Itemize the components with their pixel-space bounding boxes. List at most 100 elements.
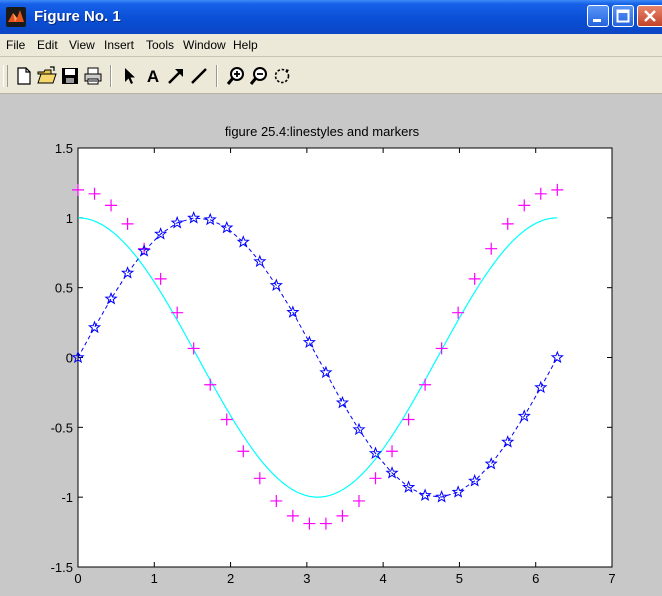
menu-tools[interactable]: Tools bbox=[146, 38, 175, 52]
plus-marker bbox=[237, 445, 250, 458]
plus-marker bbox=[501, 217, 514, 230]
plot-area[interactable]: figure 25.4:linestyles and markers 0 1 2 3 4… bbox=[0, 94, 662, 596]
print-icon[interactable] bbox=[83, 66, 103, 86]
open-folder-icon[interactable] bbox=[37, 66, 57, 86]
star-marker bbox=[401, 480, 416, 493]
arrow-icon[interactable] bbox=[166, 66, 186, 86]
plus-marker bbox=[336, 509, 349, 522]
star-marker bbox=[517, 409, 531, 422]
star-marker bbox=[170, 215, 184, 229]
star-marker bbox=[253, 254, 267, 268]
toolbar-grip[interactable] bbox=[3, 65, 8, 87]
star-marker bbox=[71, 350, 85, 364]
line-icon[interactable] bbox=[189, 66, 209, 86]
plus-marker bbox=[72, 183, 84, 196]
svg-text:A: A bbox=[147, 67, 159, 86]
save-icon[interactable] bbox=[60, 66, 80, 86]
star-marker bbox=[468, 474, 482, 487]
rotate-icon[interactable] bbox=[272, 66, 292, 86]
menu-file[interactable]: File bbox=[6, 38, 26, 52]
plus-marker bbox=[402, 413, 415, 426]
star-marker bbox=[534, 380, 548, 394]
plus-marker bbox=[485, 242, 498, 255]
plus-marker bbox=[187, 342, 200, 355]
zoom-in-icon[interactable] bbox=[226, 66, 246, 86]
plus-marker bbox=[154, 272, 167, 285]
plus-marker bbox=[286, 509, 299, 522]
y-axis: -1.5 -1 -0.5 0 0.5 1 1.5 bbox=[51, 141, 612, 575]
y-tick-label: 1 bbox=[66, 211, 73, 226]
x-tick-label: 0 bbox=[74, 571, 81, 586]
plus-marker bbox=[352, 494, 365, 507]
menu-window[interactable]: Window bbox=[183, 38, 226, 52]
plus-marker bbox=[105, 199, 118, 212]
plus-marker bbox=[534, 187, 547, 200]
close-button[interactable] bbox=[637, 5, 662, 27]
toolbar-separator bbox=[216, 65, 218, 87]
maximize-button[interactable] bbox=[612, 5, 634, 27]
x-tick-label: 1 bbox=[151, 571, 158, 586]
text-icon[interactable]: A bbox=[143, 66, 163, 86]
x-tick-label: 2 bbox=[227, 571, 234, 586]
y-tick-label: 0.5 bbox=[55, 281, 73, 296]
star-marker bbox=[368, 446, 383, 460]
star-marker bbox=[319, 365, 333, 379]
star-marker bbox=[104, 291, 118, 305]
star-marker bbox=[269, 278, 283, 292]
axes-background[interactable] bbox=[77, 147, 613, 568]
star-marker bbox=[385, 466, 399, 479]
y-tick-label: 1.5 bbox=[55, 141, 73, 156]
x-tick-label: 5 bbox=[456, 571, 463, 586]
toolbar: A bbox=[0, 57, 662, 94]
star-marker bbox=[187, 211, 201, 224]
star-marker bbox=[120, 266, 135, 279]
y-tick-label: 0 bbox=[66, 351, 73, 366]
star-marker bbox=[550, 350, 564, 364]
star-marker bbox=[137, 244, 151, 257]
menu-insert[interactable]: Insert bbox=[104, 38, 135, 52]
matlab-icon bbox=[6, 7, 26, 27]
toolbar-separator bbox=[110, 65, 112, 87]
menu-edit[interactable]: Edit bbox=[37, 38, 58, 52]
star-marker bbox=[302, 335, 316, 349]
plus-marker bbox=[204, 378, 217, 391]
star-marker bbox=[87, 320, 102, 334]
star-marker bbox=[286, 305, 300, 318]
star-marker bbox=[335, 395, 350, 409]
x-axis: 0 1 2 3 4 5 6 7 bbox=[74, 148, 616, 586]
x-tick-label: 6 bbox=[532, 571, 539, 586]
plus-marker bbox=[452, 306, 465, 319]
select-arrow-icon[interactable] bbox=[120, 66, 140, 86]
plus-marker bbox=[435, 342, 448, 355]
zoom-out-icon[interactable] bbox=[249, 66, 269, 86]
star-marker bbox=[352, 422, 366, 436]
window-title: Figure No. 1 bbox=[34, 8, 121, 25]
plus-marker bbox=[171, 306, 184, 319]
menu-view[interactable]: View bbox=[69, 38, 95, 52]
menu-help[interactable]: Help bbox=[233, 38, 258, 52]
minimize-button[interactable] bbox=[587, 5, 609, 27]
star-marker bbox=[203, 212, 217, 226]
series-sin-line bbox=[77, 217, 558, 498]
maximize-icon bbox=[616, 9, 630, 23]
minimize-icon bbox=[593, 19, 601, 22]
plus-marker bbox=[518, 199, 531, 212]
plus-marker bbox=[220, 413, 233, 426]
plus-marker bbox=[270, 494, 283, 507]
star-marker bbox=[501, 435, 515, 448]
new-file-icon[interactable] bbox=[14, 66, 34, 86]
plus-marker bbox=[468, 272, 481, 285]
star-marker bbox=[418, 488, 432, 501]
y-tick-label: -1 bbox=[61, 490, 73, 505]
chart-title: figure 25.4:linestyles and markers bbox=[225, 124, 420, 139]
plus-marker bbox=[551, 183, 564, 196]
title-bar[interactable]: Figure No. 1 bbox=[0, 0, 662, 34]
series-cos-line bbox=[77, 217, 558, 498]
plus-marker bbox=[419, 378, 432, 391]
close-icon bbox=[644, 10, 656, 22]
y-tick-label: -0.5 bbox=[51, 420, 73, 435]
plus-marker bbox=[88, 187, 101, 200]
star-marker bbox=[484, 457, 498, 470]
star-marker bbox=[435, 490, 449, 503]
menu-bar: File Edit View Insert Tools Window Help bbox=[0, 34, 662, 57]
